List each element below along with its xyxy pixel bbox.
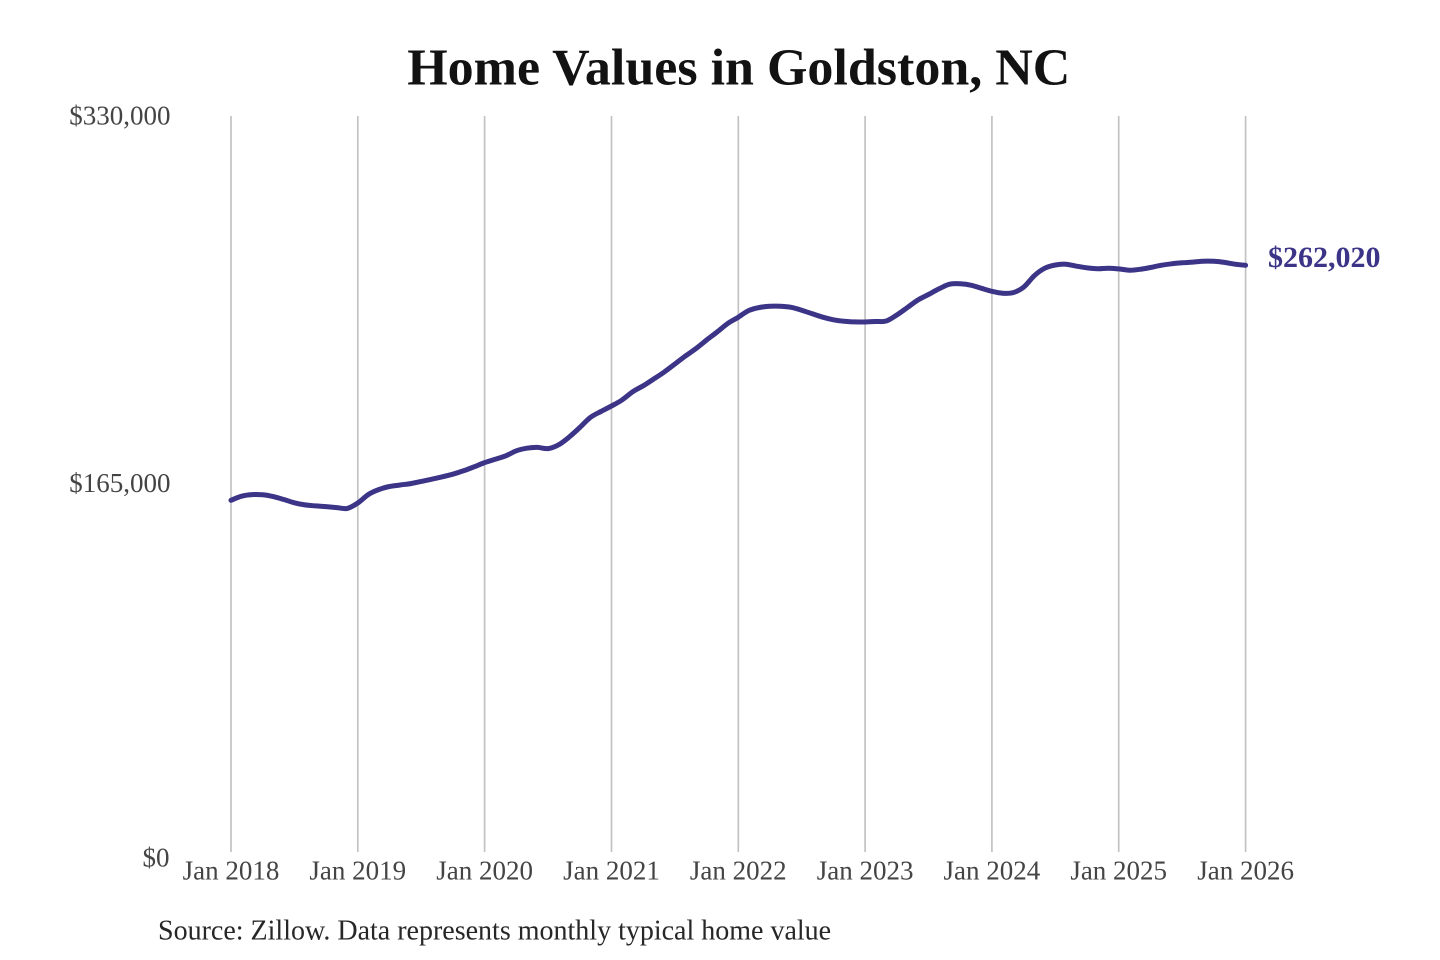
svg-text:Jan 2020: Jan 2020: [436, 856, 533, 886]
svg-text:Home Values in Goldston, NC: Home Values in Goldston, NC: [407, 40, 1070, 97]
svg-text:$165,000: $165,000: [69, 468, 170, 498]
svg-text:Jan 2023: Jan 2023: [817, 856, 914, 886]
svg-text:Jan 2018: Jan 2018: [183, 856, 280, 886]
svg-text:Jan 2024: Jan 2024: [944, 856, 1041, 886]
svg-text:$0: $0: [143, 843, 170, 873]
svg-text:$262,020: $262,020: [1268, 241, 1381, 274]
svg-text:Jan 2025: Jan 2025: [1070, 856, 1167, 886]
svg-text:Source: Zillow. Data represent: Source: Zillow. Data represents monthly …: [158, 915, 831, 946]
svg-text:Jan 2021: Jan 2021: [563, 856, 660, 886]
svg-text:Jan 2026: Jan 2026: [1197, 856, 1294, 886]
svg-text:Jan 2022: Jan 2022: [690, 856, 787, 886]
svg-text:$330,000: $330,000: [69, 100, 170, 130]
svg-text:Jan 2019: Jan 2019: [309, 856, 406, 886]
